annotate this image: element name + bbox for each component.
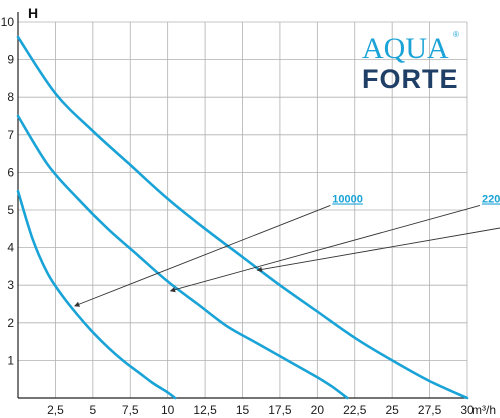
x-tick-label-9: 25 xyxy=(385,403,399,417)
x-tick-label-2: 7,5 xyxy=(122,403,139,417)
x-axis-unit-label: m³/h xyxy=(472,403,496,417)
logo-line1: AQUA xyxy=(362,32,449,65)
x-tick-label-5: 15 xyxy=(236,403,250,417)
y-tick-label-0: 1 xyxy=(7,353,14,367)
annotation-label-22000: 22000 xyxy=(482,193,500,205)
annotation-arrow-22000 xyxy=(169,205,481,293)
annotation-arrow-10000 xyxy=(74,205,331,307)
x-tick-label-11: 30 xyxy=(460,403,474,417)
x-tick-label-3: 10 xyxy=(161,403,175,417)
annotation-arrow-30000 xyxy=(256,227,500,273)
y-axis-title: H xyxy=(28,5,38,21)
x-tick-label-1: 5 xyxy=(89,403,96,417)
y-tick-label-3: 4 xyxy=(7,241,14,255)
y-tick-labels: 1 2 3 4 5 6 7 8 9 10 xyxy=(1,15,15,367)
x-tick-label-4: 12,5 xyxy=(193,403,217,417)
y-tick-label-2: 3 xyxy=(7,278,14,292)
x-tick-label-8: 22,5 xyxy=(343,403,367,417)
axes xyxy=(17,12,467,399)
series-line-22000 xyxy=(16,114,349,400)
y-tick-label-9: 10 xyxy=(1,15,15,29)
y-tick-label-6: 7 xyxy=(7,128,14,142)
y-tick-label-8: 9 xyxy=(7,53,14,67)
x-tick-labels: 2,5 5 7,5 10 12,5 15 17,5 20 22,5 25 27,5 30 xyxy=(47,403,474,417)
series-line-10000 xyxy=(16,189,177,400)
y-tick-label-7: 8 xyxy=(7,90,14,104)
x-tick-label-7: 20 xyxy=(311,403,325,417)
y-tick-label-5: 6 xyxy=(7,165,14,179)
series-annotations: 100002200030000 xyxy=(74,193,500,307)
x-tick-label-6: 17,5 xyxy=(268,403,292,417)
series-lines xyxy=(16,35,469,400)
y-tick-label-4: 5 xyxy=(7,203,14,217)
annotation-label-10000: 10000 xyxy=(332,193,363,205)
logo-line2: FORTE xyxy=(362,64,459,94)
logo-registered-mark: ® xyxy=(453,30,459,39)
x-tick-label-0: 2,5 xyxy=(47,403,64,417)
series-line-30000 xyxy=(16,35,469,400)
aquaforte-logo: AQUA ® FORTE xyxy=(362,30,459,94)
y-tick-label-1: 2 xyxy=(7,316,14,330)
x-tick-label-10: 27,5 xyxy=(418,403,442,417)
